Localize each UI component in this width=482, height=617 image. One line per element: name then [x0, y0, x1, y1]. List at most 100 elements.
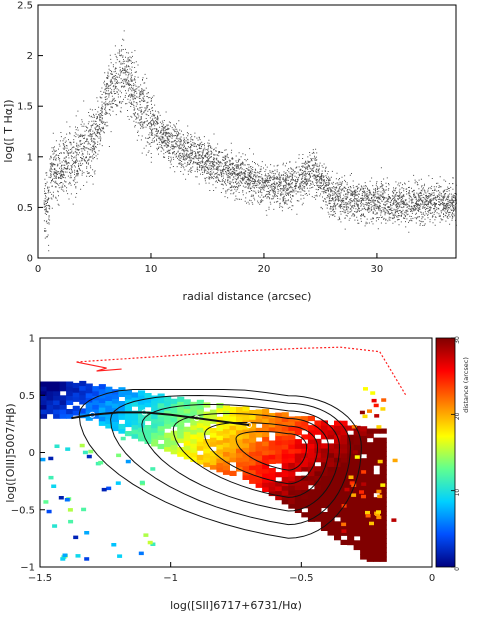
bpt-y-ticks: −1 −0.5 0 0.5 1	[11, 334, 45, 574]
heatmap-cell	[151, 404, 159, 410]
heatmap-cell	[72, 396, 80, 402]
heatmap-cell	[72, 410, 80, 416]
heatmap-cell	[209, 409, 217, 415]
colorbar-tick-label: 0	[454, 567, 461, 571]
heatmap-cell	[216, 425, 224, 432]
heatmap-cell	[347, 425, 355, 431]
heatmap-outlier-cell	[48, 475, 54, 480]
heatmap-cell	[229, 470, 237, 476]
heatmap-cell	[157, 421, 165, 427]
heatmap-cell	[307, 503, 315, 509]
heatmap-outlier-cell	[106, 486, 112, 491]
heatmap-cell	[170, 417, 178, 423]
heatmap-cell	[262, 427, 270, 433]
heatmap-cell	[151, 427, 159, 433]
heatmap-cell	[366, 538, 374, 544]
heatmap-cell	[314, 484, 322, 490]
heatmap-cell	[66, 409, 74, 415]
heatmap-cell	[131, 429, 139, 435]
heatmap-cell	[340, 498, 348, 504]
heatmap-cell	[170, 435, 178, 441]
heatmap-outlier-cell	[150, 467, 156, 471]
heatmap-cell	[111, 425, 119, 432]
heatmap-cell	[379, 497, 387, 503]
heatmap-cell	[366, 506, 374, 512]
heatmap-cell	[190, 447, 198, 453]
heatmap-cell	[360, 449, 368, 455]
heatmap-cell	[301, 503, 309, 509]
heatmap-cell	[190, 433, 198, 440]
heatmap-cell	[190, 438, 198, 444]
heatmap-cell	[183, 399, 191, 405]
heatmap-cell	[255, 455, 263, 461]
heatmap-cell	[203, 443, 211, 449]
heatmap-cell	[288, 430, 296, 436]
heatmap-cell	[334, 535, 342, 541]
heatmap-cell	[373, 497, 381, 503]
heatmap-cell	[177, 433, 185, 439]
heatmap-cell	[124, 421, 132, 428]
heatmap-cell	[268, 468, 276, 474]
heatmap-cell	[138, 436, 146, 442]
heatmap-cell	[353, 435, 361, 441]
heatmap-cell	[347, 503, 355, 509]
heatmap-cell	[262, 441, 270, 447]
heatmap-cell	[347, 526, 355, 532]
heatmap-cell	[229, 438, 237, 444]
heatmap-cell	[249, 442, 257, 448]
scatter-y-ticks: 0 0.5 1 1.5 2 2.5	[17, 1, 43, 265]
heatmap-cell	[327, 493, 335, 499]
heatmap-cell	[327, 512, 335, 518]
heatmap-outlier-cell	[348, 475, 354, 479]
heatmap-outlier-cell	[349, 481, 355, 485]
heatmap-cell	[294, 457, 302, 463]
heatmap-cell	[216, 439, 224, 445]
heatmap-cell	[242, 433, 250, 439]
heatmap-cell	[183, 426, 191, 432]
heatmap-cell	[366, 465, 374, 471]
heatmap-cell	[334, 503, 342, 509]
heatmap-cell	[294, 475, 302, 481]
heatmap-cell	[334, 438, 342, 445]
heatmap-cell	[249, 410, 257, 416]
heatmap-cell	[229, 447, 237, 454]
heatmap-cell	[320, 512, 328, 518]
heatmap-cell	[334, 471, 342, 477]
heatmap-cell	[379, 446, 387, 452]
heatmap-cell	[301, 420, 309, 426]
heatmap-cell	[340, 530, 348, 536]
heatmap-cell	[301, 480, 309, 486]
heatmap-cell	[138, 427, 146, 433]
heatmap-cell	[288, 471, 296, 477]
scatter-point-cloud	[43, 30, 457, 252]
heatmap-outlier-cell	[361, 494, 366, 499]
heatmap-cell	[79, 394, 87, 400]
heatmap-cell	[144, 429, 152, 435]
scatter-points	[43, 30, 457, 252]
heatmap-cell	[301, 466, 309, 472]
heatmap-cell	[373, 547, 381, 553]
heatmap-cell	[118, 423, 126, 430]
heatmap-cell	[262, 468, 270, 474]
heatmap-cell	[203, 420, 211, 426]
heatmap-cell	[320, 457, 328, 463]
heatmap-cell	[340, 484, 348, 491]
heatmap-cell	[268, 449, 276, 455]
heatmap-cell	[379, 556, 387, 562]
heatmap-cell	[347, 498, 355, 504]
heatmap-cell	[177, 424, 185, 430]
heatmap-cell	[379, 465, 387, 471]
heatmap-outlier-cell	[46, 509, 52, 514]
heatmap-cell	[334, 521, 342, 527]
heatmap-cell	[268, 426, 276, 432]
bpt-panel: −1.5 −1 −0.5 0 −1−0.500.51 log([SII]6717+67…	[4, 334, 470, 613]
heatmap-cell	[40, 395, 48, 401]
heatmap-cell	[157, 402, 165, 408]
heatmap-cell	[347, 540, 355, 546]
heatmap-cell	[249, 474, 257, 480]
heatmap-cell	[340, 480, 348, 486]
heatmap-cell	[144, 393, 152, 399]
heatmap-cell	[307, 452, 315, 458]
heatmap-cell	[118, 401, 126, 407]
heatmap-cell	[314, 475, 322, 481]
